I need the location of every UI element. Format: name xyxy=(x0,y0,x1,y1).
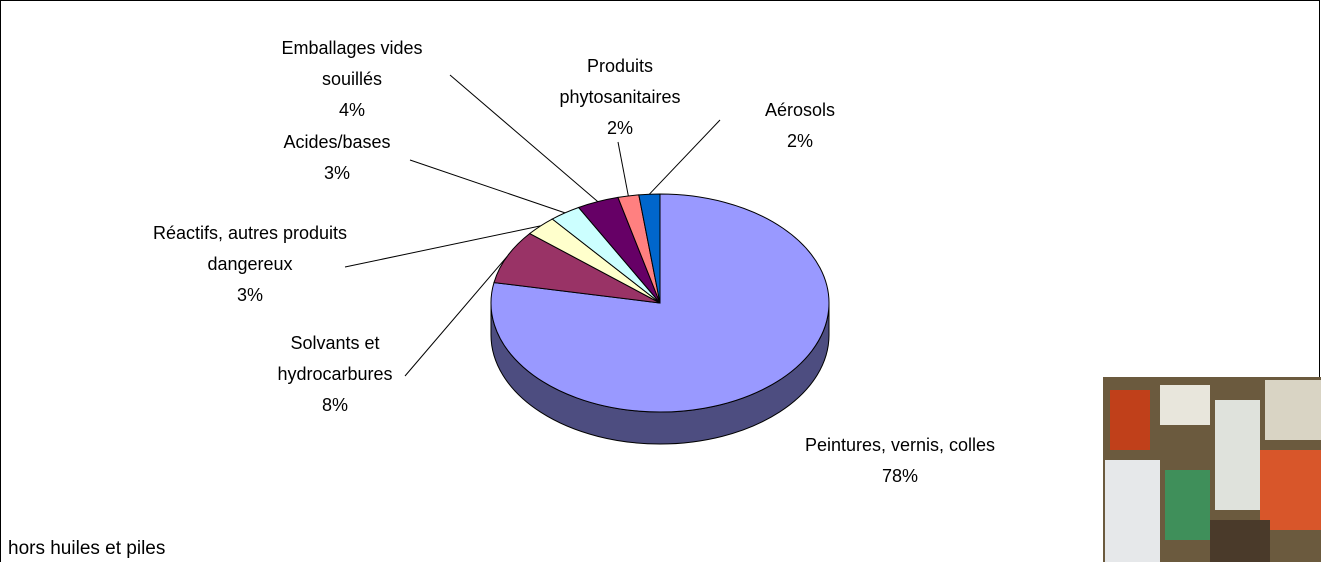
photo-shape xyxy=(1215,400,1260,510)
photo-shape xyxy=(1160,385,1210,425)
leader-line xyxy=(618,142,628,196)
value-label: 3% xyxy=(257,158,417,189)
photo-shape xyxy=(1165,470,1210,540)
photo-shape xyxy=(1210,520,1270,562)
photo-shape xyxy=(1110,390,1150,450)
value-label: 2% xyxy=(545,113,695,144)
leader-line xyxy=(410,160,565,213)
value-label: 78% xyxy=(770,461,1030,492)
value-label: 4% xyxy=(252,95,452,126)
category-label: Solvants et hydrocarbures xyxy=(265,328,405,390)
value-label: 8% xyxy=(265,390,405,421)
category-label: Aérosols xyxy=(725,95,875,126)
category-label: Emballages vides souillés xyxy=(252,33,452,95)
value-label: 3% xyxy=(150,280,350,311)
photo-shape xyxy=(1265,380,1321,440)
category-label: Peintures, vernis, colles xyxy=(770,430,1030,461)
category-label: Produits phytosanitaires xyxy=(545,51,695,113)
value-label: 2% xyxy=(725,126,875,157)
photo xyxy=(1103,377,1321,562)
category-label: Réactifs, autres produits dangereux xyxy=(150,218,350,280)
photo-shape xyxy=(1105,460,1160,562)
annotation: hors huiles et piles xyxy=(8,538,165,560)
chart: hors huiles et piles Peintures, vernis, … xyxy=(0,0,1321,562)
category-label: Acides/bases xyxy=(257,127,417,158)
photo-shape xyxy=(1260,450,1321,530)
